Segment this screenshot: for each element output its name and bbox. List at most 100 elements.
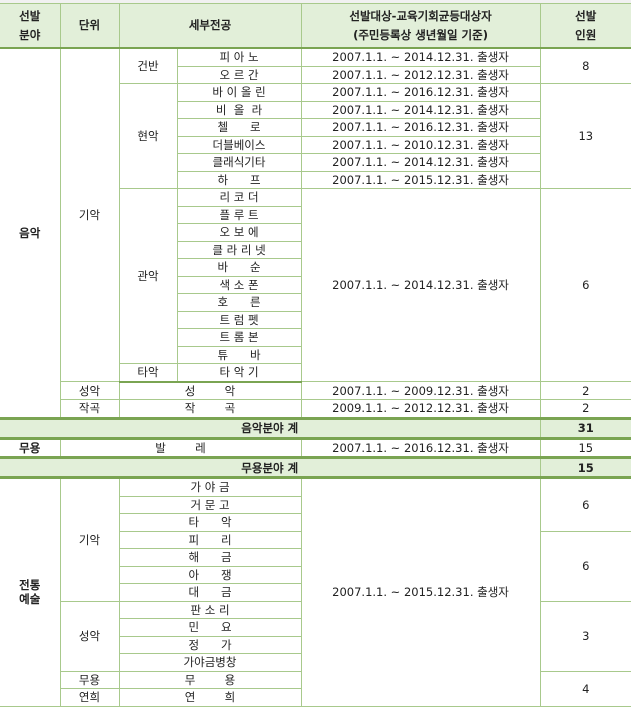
field-dance: 무용 <box>0 437 61 458</box>
unit-instrument: 기악 <box>59 477 120 602</box>
count-cell: 13 <box>539 83 631 189</box>
major-cell: 타 악 기 <box>176 363 302 383</box>
major-cell: 성 악 <box>118 381 302 400</box>
target-cell: 2007.1.1. ~ 2015.12.31. 출생자 <box>300 477 541 707</box>
dance-total-value: 15 <box>539 456 631 479</box>
table-row: 성악 판 소 리 3 <box>0 600 631 672</box>
major-cell: 오 르 간 <box>177 65 302 84</box>
music-total-row: 음악분야 계 31 <box>0 416 631 440</box>
target-cell: 2007.1.1. ~ 2009.12.31. 출생자 <box>300 381 541 400</box>
header-target-line1: 선발대상-교육기회균등대상자 <box>349 8 492 23</box>
major-cell: 바 이 올 린 <box>176 83 302 102</box>
selection-table: 선발 분야 단위 세부전공 선발대상-교육기회균등대상자 (주민등록상 생년월일 … <box>0 3 631 707</box>
major-cell: 비 올 라 <box>177 100 302 119</box>
dance-total-label: 무용분야 계 <box>0 456 541 479</box>
target-cell: 2007.1.1. ~ 2014.12.31. 출생자 <box>300 153 541 172</box>
target-cell: 2009.1.1. ~ 2012.12.31. 출생자 <box>300 399 541 419</box>
major-cell: 작 곡 <box>118 399 302 419</box>
major-cell: 정 가 <box>119 635 302 654</box>
major-cell: 더블베이스 <box>177 135 302 154</box>
target-cell: 2007.1.1. ~ 2014.12.31. 출생자 <box>300 47 541 67</box>
count-cell: 4 <box>539 670 631 707</box>
field-music: 음악 <box>0 47 61 419</box>
music-total-value: 31 <box>539 416 631 440</box>
target-cell: 2007.1.1. ~ 2010.12.31. 출생자 <box>300 135 541 154</box>
target-cell: 2007.1.1. ~ 2016.12.31. 출생자 <box>300 118 541 137</box>
major-cell: 오 보 에 <box>177 223 302 242</box>
major-cell: 하 프 <box>177 170 302 189</box>
target-cell: 2007.1.1. ~ 2012.12.31. 출생자 <box>300 65 541 84</box>
count-cell: 6 <box>539 530 631 602</box>
major-cell: 해 금 <box>119 548 302 567</box>
major-cell: 무 용 <box>118 670 302 689</box>
header-unit: 단위 <box>59 3 120 49</box>
target-cell: 2007.1.1. ~ 2014.12.31. 출생자 <box>300 100 541 119</box>
group-strings: 현악 <box>119 83 178 189</box>
unit-vocal: 성악 <box>60 381 120 400</box>
table-row: 관악 리 코 더 2007.1.1. ~ 2014.12.31. 출생자 6 <box>0 188 631 382</box>
count-cell: 3 <box>539 600 631 672</box>
unit-instrument: 기악 <box>59 47 120 382</box>
major-cell: 플 루 트 <box>177 205 302 224</box>
field-traditional: 전통 예술 <box>0 477 61 707</box>
major-cell: 튜 바 <box>177 345 302 364</box>
table-row: 클래식기타 2007.1.1. ~ 2014.12.31. 출생자 <box>0 153 631 172</box>
count-cell: 8 <box>539 47 631 84</box>
target-cell: 2007.1.1. ~ 2016.12.31. 출생자 <box>300 83 541 102</box>
table-row: 비 올 라 2007.1.1. ~ 2014.12.31. 출생자 <box>0 100 631 119</box>
music-total-label: 음악분야 계 <box>0 416 541 440</box>
table-row: 음악 기악 건반 피 아 노 2007.1.1. ~ 2014.12.31. 출… <box>0 47 631 419</box>
major-cell: 거 문 고 <box>119 495 302 514</box>
header-target-line2: (주민등록상 생년월일 기준) <box>353 27 488 42</box>
dance-total-row: 무용분야 계 15 <box>0 456 631 479</box>
major-cell: 바 순 <box>177 258 302 277</box>
count-cell: 6 <box>539 477 631 532</box>
target-cell: 2007.1.1. ~ 2014.12.31. 출생자 <box>300 188 541 382</box>
major-cell: 첼 로 <box>177 118 302 137</box>
table-row: 무용 발 레 2007.1.1. ~ 2016.12.31. 출생자 15 <box>0 437 631 458</box>
table-row: 성악 성 악 2007.1.1. ~ 2009.12.31. 출생자 2 <box>0 381 631 400</box>
group-percussion: 타악 <box>119 363 178 383</box>
header-count-text: 선발 인원 <box>575 8 597 42</box>
count-cell: 6 <box>539 188 631 382</box>
major-cell: 호 른 <box>177 293 302 312</box>
header-row: 선발 분야 단위 세부전공 선발대상-교육기회균등대상자 (주민등록상 생년월일 … <box>0 3 631 49</box>
major-cell: 민 요 <box>119 618 302 637</box>
target-cell: 2007.1.1. ~ 2016.12.31. 출생자 <box>300 437 541 458</box>
table-row: 첼 로 2007.1.1. ~ 2016.12.31. 출생자 <box>0 118 631 137</box>
unit-dance: 무용 <box>60 670 120 689</box>
major-cell: 색 소 폰 <box>177 275 302 294</box>
field-traditional-line1: 전통 <box>19 578 41 593</box>
header-field: 선발 분야 <box>0 3 61 49</box>
count-cell: 15 <box>539 437 631 458</box>
major-cell: 연 희 <box>118 688 302 707</box>
major-cell: 판 소 리 <box>118 600 302 619</box>
header-major: 세부전공 <box>118 3 302 49</box>
header-count: 선발 인원 <box>539 3 631 49</box>
major-cell: 대 금 <box>119 583 302 602</box>
target-cell: 2007.1.1. ~ 2015.12.31. 출생자 <box>300 170 541 189</box>
table-row: 현악 바 이 올 린 2007.1.1. ~ 2016.12.31. 출생자 1… <box>0 83 631 189</box>
major-cell: 가야금병창 <box>119 653 302 672</box>
major-cell: 피 리 <box>119 530 302 549</box>
unit-vocal: 성악 <box>60 600 120 672</box>
major-cell: 발 레 <box>59 437 302 458</box>
major-cell: 가 야 금 <box>118 477 302 497</box>
major-cell: 피 아 노 <box>176 47 302 67</box>
table-row: 타악 타 악 기 <box>0 363 631 383</box>
major-cell: 클 라 리 넷 <box>177 240 302 259</box>
table-row: 거 문 고 <box>0 495 631 514</box>
table-row: 오 보 에 <box>0 223 631 242</box>
header-target: 선발대상-교육기회균등대상자 (주민등록상 생년월일 기준) <box>300 3 541 49</box>
major-cell: 트 롬 본 <box>177 328 302 347</box>
field-traditional-line2: 예술 <box>19 592 41 607</box>
major-cell: 리 코 더 <box>176 188 302 207</box>
table-row: 작곡 작 곡 2009.1.1. ~ 2012.12.31. 출생자 2 <box>0 399 631 419</box>
cropped-previous-text <box>0 0 631 3</box>
major-cell: 아 쟁 <box>119 565 302 584</box>
count-cell: 2 <box>539 399 631 419</box>
unit-performance: 연희 <box>60 688 120 707</box>
group-keyboard: 건반 <box>118 47 178 84</box>
unit-composition: 작곡 <box>60 399 120 419</box>
table-row: 전통 예술 기악 가 야 금 2007.1.1. ~ 2015.12.31. 출생… <box>0 477 631 707</box>
